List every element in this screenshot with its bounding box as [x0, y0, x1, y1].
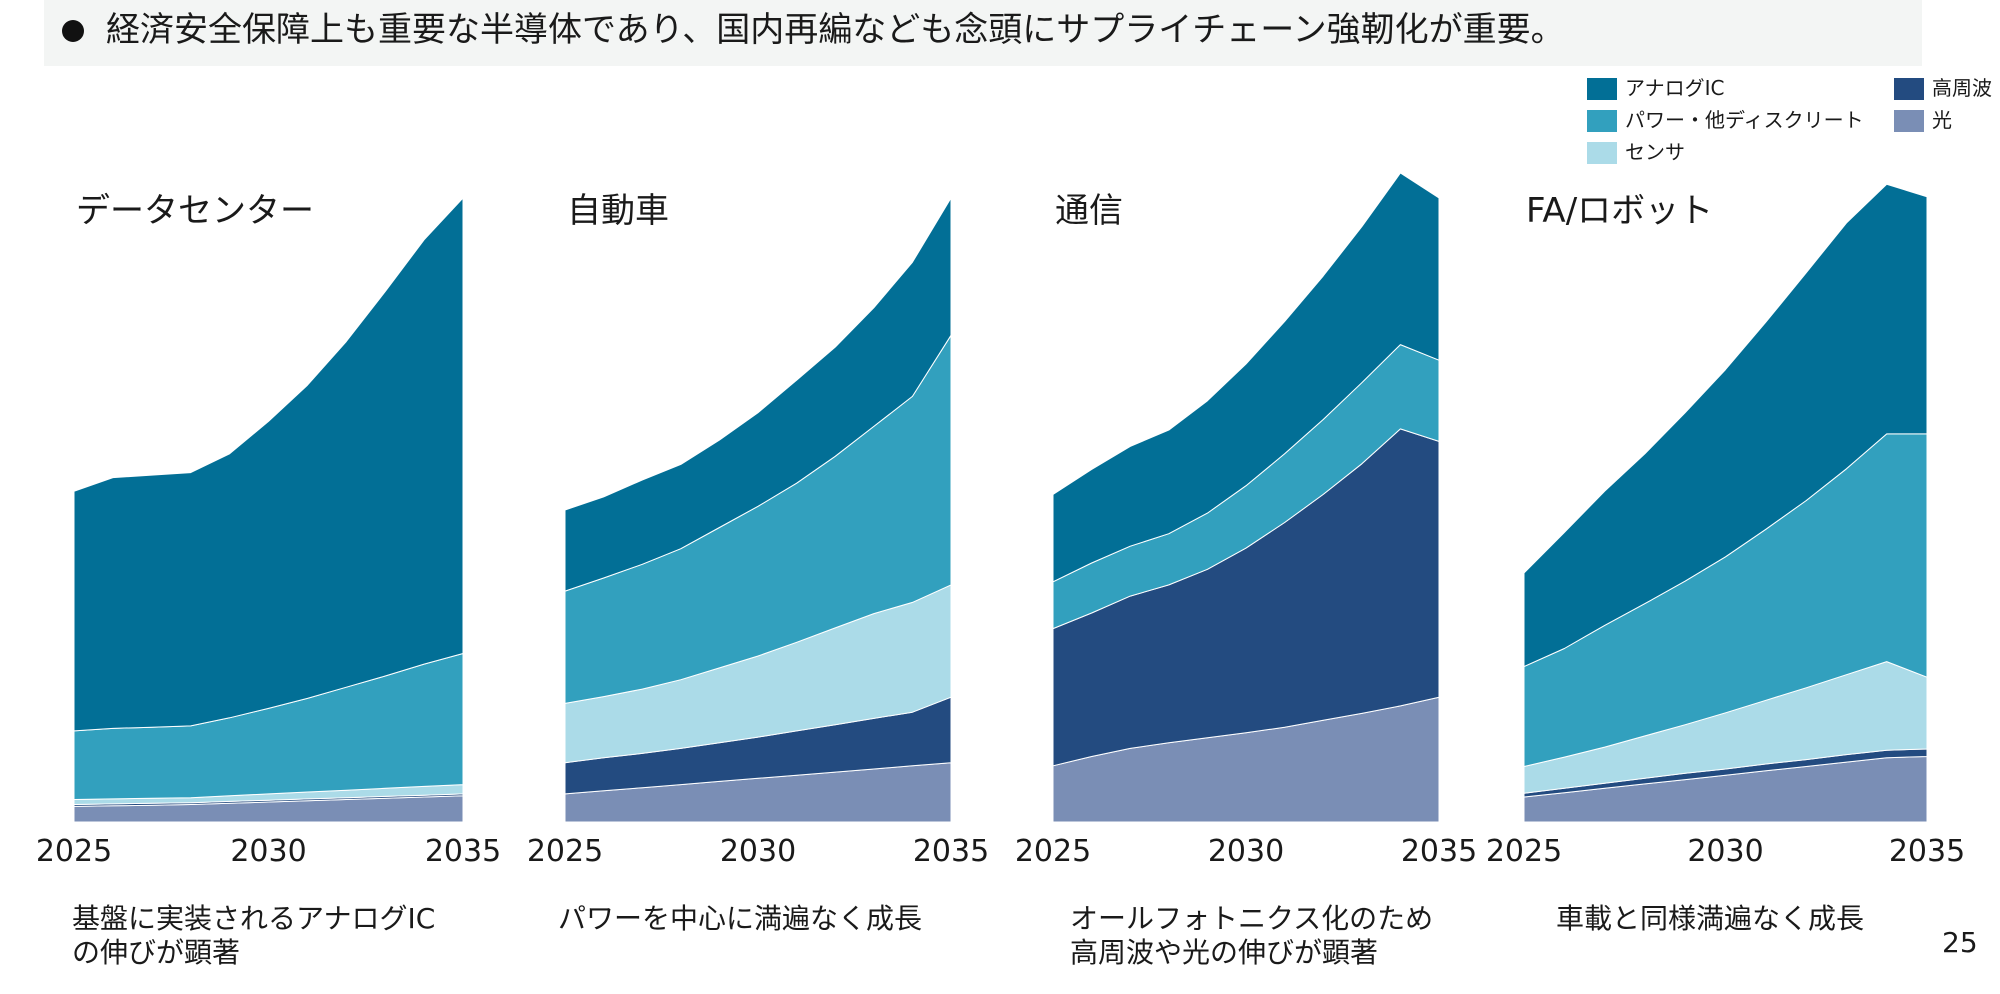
area-telecom-analog-ic — [1052, 172, 1440, 583]
caption-datacenter: 基盤に実装されるアナログIC の伸びが顕著 — [72, 902, 436, 969]
legend-swatch-optical — [1894, 110, 1924, 132]
chart-title-fa-robot: FA/ロボット — [1526, 191, 1713, 231]
area-fa-robot-analog-ic — [1523, 183, 1928, 668]
x-tick-automotive-2030: 2030 — [720, 834, 796, 869]
chart-automotive: 自動車 2025 2030 2035 — [527, 191, 989, 869]
chart-title-datacenter: データセンター — [76, 191, 314, 231]
legend-swatch-analog-ic — [1587, 78, 1617, 100]
x-tick-datacenter-2030: 2030 — [230, 834, 306, 869]
legend-label-power-discrete: パワー・他ディスクリート — [1625, 108, 1864, 132]
chart-title-automotive: 自動車 — [567, 191, 669, 231]
caption-fa-robot: 車載と同様満遍なく成長 — [1556, 902, 1865, 935]
caption-telecom: オールフォトニクス化のため 高周波や光の伸びが顕著 — [1070, 902, 1434, 969]
x-tick-datacenter-2025: 2025 — [36, 834, 112, 869]
bullet-icon — [62, 20, 84, 42]
chart-telecom: 通信 2025 2030 2035 — [1015, 172, 1477, 869]
x-tick-telecom-2030: 2030 — [1208, 834, 1284, 869]
x-tick-automotive-2025: 2025 — [527, 834, 603, 869]
page-number: 25 — [1942, 926, 1978, 959]
x-tick-fa-robot-2035: 2035 — [1889, 834, 1965, 869]
legend-label-sensor: センサ — [1625, 140, 1685, 164]
x-tick-datacenter-2035: 2035 — [425, 834, 501, 869]
area-automotive-analog-ic — [564, 197, 952, 592]
page-heading: 経済安全保障上も重要な半導体であり、国内再編なども念頭にサプライチェーン強靭化が… — [106, 10, 1565, 50]
legend-label-analog-ic: アナログIC — [1625, 76, 1725, 100]
x-tick-automotive-2035: 2035 — [913, 834, 989, 869]
legend-swatch-rf — [1894, 78, 1924, 100]
chart-fa-robot: FA/ロボット 2025 2030 2035 — [1486, 183, 1965, 869]
x-tick-telecom-2025: 2025 — [1015, 834, 1091, 869]
legend-label-rf: 高周波 — [1932, 76, 1992, 100]
legend-swatch-sensor — [1587, 142, 1617, 164]
x-tick-telecom-2035: 2035 — [1401, 834, 1477, 869]
area-datacenter-analog-ic — [73, 197, 464, 732]
x-tick-fa-robot-2025: 2025 — [1486, 834, 1562, 869]
x-tick-fa-robot-2030: 2030 — [1687, 834, 1763, 869]
legend-label-optical: 光 — [1932, 108, 1952, 132]
chart-title-telecom: 通信 — [1055, 191, 1123, 231]
legend-swatch-power-discrete — [1587, 110, 1617, 132]
header-band — [44, 0, 1922, 66]
caption-automotive: パワーを中心に満遍なく成長 — [558, 902, 923, 935]
chart-datacenter: データセンター 2025 2030 2035 — [36, 191, 501, 869]
